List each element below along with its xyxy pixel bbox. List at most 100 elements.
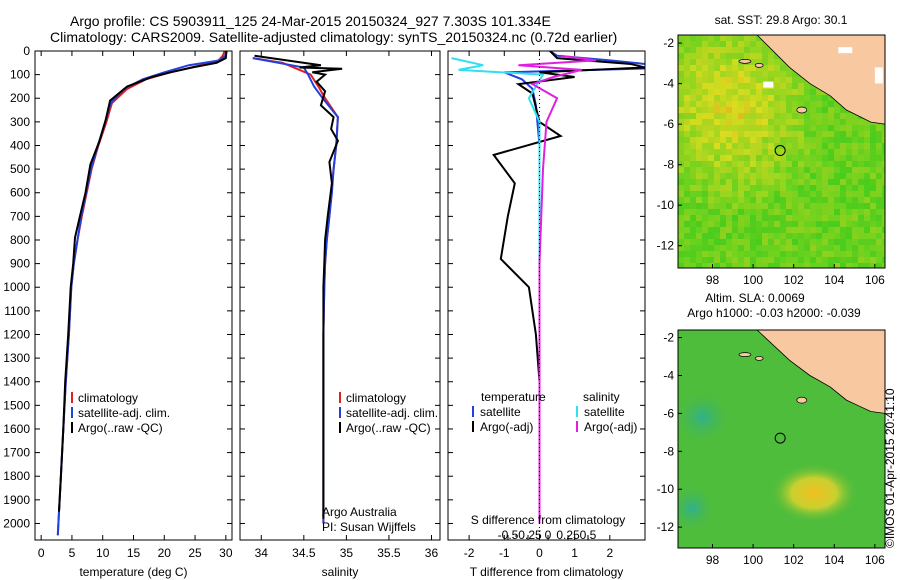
ytick-label: 100 (10, 68, 30, 82)
ytick-label: 1200 (3, 327, 30, 341)
frame-sla_map (677, 329, 886, 549)
figure-title-line1: Argo profile: CS 5903911_125 24-Mar-2015… (70, 13, 551, 29)
legend-label-difference: Argo(-adj) (584, 420, 637, 434)
ytick-label: 1500 (3, 398, 30, 412)
ytick-label-sla_map: -4 (663, 368, 674, 382)
xlabel-difference: T difference from climatology (470, 565, 624, 579)
ytick-label: 700 (10, 209, 30, 223)
plot-salinity: 34 34.5 35 35.5 36 salinity (239, 50, 441, 579)
xtick2-label: 0 (545, 528, 552, 542)
map-field-sst_map (678, 35, 885, 268)
island-sla_map (796, 396, 808, 404)
figure-title-line2: Climatology: CARS2009. Satellite-adjuste… (50, 29, 618, 45)
xlabel2-difference: S difference from climatology (471, 513, 626, 527)
ytick-label-sst_map: -4 (663, 77, 674, 91)
plot-temperature: 0 5 10 15 20 25 300100200300400500600700800900… (3, 44, 233, 579)
xtick-label: -2 (464, 546, 475, 560)
ytick-label-sst_map: -2 (663, 36, 674, 50)
xtick2-label: -0.5 (498, 528, 519, 542)
legend-label-difference: satellite (480, 405, 521, 419)
map-field-sla_map (678, 330, 885, 548)
xtick-label: 35.5 (377, 546, 401, 560)
ytick-label-sla_map: -2 (663, 331, 674, 345)
land-sla_map (742, 330, 885, 414)
series-temperature-2 (58, 51, 228, 512)
frame-salinity (239, 50, 441, 541)
island-sst_map (754, 63, 764, 68)
xtick2-label: 0.5 (580, 528, 597, 542)
frame-difference (447, 50, 646, 541)
ytick-label-sla_map: -12 (657, 520, 675, 534)
ytick-label: 1400 (3, 375, 30, 389)
map-sst_map: 98 100 102 104 106 -2 -4 -6 -8 -10 -12 (657, 34, 886, 287)
xtick-label-sla_map: 98 (706, 553, 720, 567)
legend-label-salinity: climatology (346, 391, 406, 405)
xtick-label: 0 (38, 546, 45, 560)
xtick-label-sst_map: 100 (743, 273, 763, 287)
ytick-label: 0 (23, 44, 30, 58)
frame-temperature (34, 50, 233, 541)
xtick-label: 30 (219, 546, 233, 560)
ytick-label: 800 (10, 233, 30, 247)
land-sst_map (742, 35, 885, 125)
ytick-label-sla_map: -8 (663, 444, 674, 458)
xtick-label: 34 (255, 546, 269, 560)
xtick-label: 10 (96, 546, 110, 560)
series-salinity-2 (254, 54, 343, 519)
annotation-pi: PI: Susan Wijffels (322, 520, 416, 534)
xtick-label-sla_map: 104 (824, 553, 844, 567)
map-title-sla-2: Argo h1000: -0.03 h2000: -0.039 (687, 306, 861, 320)
legend-header-temperature: temperature (481, 390, 546, 404)
xtick2-label: 0.25 (556, 528, 580, 542)
legend-label-difference: Argo(-adj) (480, 420, 533, 434)
ytick-label: 1800 (3, 469, 30, 483)
ytick-label: 1100 (4, 304, 30, 318)
ytick-label: 200 (10, 91, 30, 105)
xtick-label-sla_map: 106 (865, 553, 885, 567)
xtick-label: 5 (69, 546, 76, 560)
xtick-label: 2 (606, 546, 613, 560)
xtick-label: 34.5 (292, 546, 316, 560)
ytick-label: 600 (10, 186, 30, 200)
ytick-label-sst_map: -10 (657, 198, 675, 212)
island-sst_map (796, 106, 808, 114)
xlabel-salinity: salinity (322, 565, 359, 579)
ytick-label-sla_map: -6 (663, 406, 674, 420)
xlabel-temperature: temperature (deg C) (79, 565, 187, 579)
series-difference-1 (492, 51, 645, 524)
series-temperature-1 (56, 51, 228, 536)
ytick-label: 500 (10, 162, 30, 176)
xtick-label: 25 (188, 546, 202, 560)
imos-credit: ©IMOS 01-Apr-2015 20:41:10 (883, 388, 897, 548)
xtick-label: 20 (158, 546, 172, 560)
frame-sst_map (677, 34, 886, 269)
legend-label-temperature: climatology (78, 391, 138, 405)
series-difference-0 (503, 51, 645, 524)
ytick-label-sst_map: -6 (663, 117, 674, 131)
xtick-label-sst_map: 104 (824, 273, 844, 287)
xtick-label: 0 (536, 546, 543, 560)
series-temperature-0 (56, 51, 226, 536)
map-title-sst: sat. SST: 29.8 Argo: 30.1 (715, 13, 848, 27)
ytick-label: 300 (10, 115, 30, 129)
ytick-label: 400 (10, 138, 30, 152)
legend-label-temperature: satellite-adj. clim. (78, 406, 170, 420)
ytick-label: 900 (10, 257, 30, 271)
island-sla_map (754, 356, 764, 361)
plot-difference: -2 -1 0 1 2 T difference from climatology (447, 50, 646, 579)
xtick-label-sla_map: 102 (784, 553, 804, 567)
map-title-sla-1: Altim. SLA: 0.0069 (705, 291, 805, 305)
ytick-label: 2000 (3, 516, 30, 530)
legend-label-temperature: Argo(..raw -QC) (78, 421, 163, 435)
legend-header-salinity: salinity (583, 390, 620, 404)
argo-location-marker (774, 145, 786, 157)
xtick-label-sst_map: 98 (706, 273, 720, 287)
xtick2-label: -0.25 (514, 528, 542, 542)
series-salinity-1 (252, 57, 339, 524)
island-sla_map (738, 352, 752, 357)
xtick-label-sst_map: 102 (784, 273, 804, 287)
xtick-label-sst_map: 106 (865, 273, 885, 287)
ytick-label: 1000 (3, 280, 30, 294)
